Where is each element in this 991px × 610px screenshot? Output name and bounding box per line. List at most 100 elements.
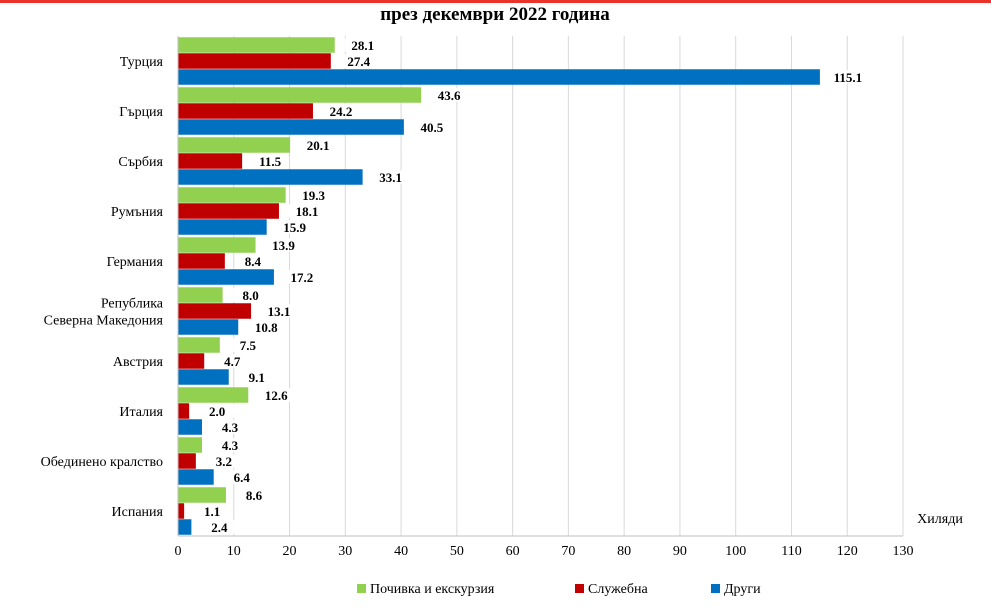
data-label: 27.4 — [347, 54, 370, 69]
data-label: 40.5 — [420, 120, 443, 135]
x-tick-label: 80 — [617, 544, 631, 559]
legend-swatch — [575, 584, 584, 593]
data-label-background — [261, 304, 298, 318]
bar — [178, 353, 205, 369]
category-label: Република — [101, 297, 164, 312]
data-label-background — [283, 270, 320, 284]
bar — [178, 453, 196, 469]
legend-swatch — [357, 584, 366, 593]
data-label-background — [413, 120, 450, 134]
data-label-background — [194, 504, 231, 518]
data-label-background — [300, 138, 337, 152]
data-label-background — [258, 388, 295, 402]
data-label: 10.8 — [255, 320, 278, 335]
bar — [178, 303, 252, 319]
data-label: 11.5 — [259, 154, 282, 169]
data-label: 19.3 — [302, 188, 325, 203]
data-label: 7.5 — [240, 338, 257, 353]
data-label-background — [199, 404, 236, 418]
bar — [178, 219, 267, 235]
x-tick-label: 50 — [450, 544, 464, 559]
bar — [178, 319, 239, 335]
data-label-background — [201, 520, 238, 534]
top-accent-bar — [0, 0, 991, 3]
data-label-background — [205, 454, 242, 468]
bar — [178, 287, 223, 303]
data-label: 24.2 — [330, 104, 353, 119]
data-label: 28.1 — [351, 38, 374, 53]
x-tick-label: 60 — [506, 544, 520, 559]
x-tick-label: 130 — [893, 544, 914, 559]
data-label: 115.1 — [834, 70, 863, 85]
data-label-background — [238, 370, 275, 384]
legend: Почивка и екскурзия Служебна Други — [357, 582, 761, 597]
bar — [178, 269, 274, 285]
category-label: Гърция — [119, 105, 163, 120]
bar — [178, 369, 229, 385]
x-tick-label: 120 — [837, 544, 858, 559]
data-label-background — [276, 220, 313, 234]
bar — [178, 253, 225, 269]
bar — [178, 337, 220, 353]
data-label: 4.3 — [222, 438, 239, 453]
bar — [178, 87, 422, 103]
bar — [178, 469, 214, 485]
bar — [178, 487, 226, 503]
bar — [178, 53, 331, 69]
data-label: 4.3 — [222, 420, 239, 435]
data-label: 43.6 — [438, 88, 461, 103]
data-label: 1.1 — [204, 504, 220, 519]
bar — [178, 203, 279, 219]
bar — [178, 169, 363, 185]
data-label: 12.6 — [265, 388, 288, 403]
unit-label: Хиляди — [917, 512, 963, 527]
legend-label: Служебна — [588, 582, 648, 597]
data-label-background — [265, 238, 302, 252]
x-tick-labels: 0 10 20 30 40 50 60 70 80 90 100 110 120 130 — [175, 544, 914, 559]
category-label: Обединено кралство — [41, 455, 163, 470]
bar — [178, 103, 313, 119]
data-label: 8.0 — [242, 288, 258, 303]
data-label-background — [340, 54, 377, 68]
legend-swatch — [711, 584, 720, 593]
data-label-background — [211, 420, 248, 434]
data-label-background — [248, 320, 285, 334]
data-label-background — [288, 204, 325, 218]
x-tick-label: 20 — [283, 544, 297, 559]
x-tick-label: 0 — [175, 544, 182, 559]
data-label-background — [232, 288, 269, 302]
data-label-background — [829, 70, 866, 84]
data-label: 15.9 — [283, 220, 306, 235]
chart-title: през декември 2022 година — [380, 4, 610, 25]
data-label: 20.1 — [307, 138, 330, 153]
data-label-background — [431, 88, 468, 102]
bar — [178, 503, 185, 519]
data-label: 13.9 — [272, 238, 295, 253]
data-label-background — [344, 38, 381, 52]
data-label: 13.1 — [268, 304, 291, 319]
bar — [178, 119, 404, 135]
data-label-background — [252, 154, 289, 168]
bar — [178, 403, 190, 419]
bar — [178, 137, 291, 153]
data-label-background — [214, 354, 251, 368]
data-label: 6.4 — [234, 470, 251, 485]
x-tick-label: 100 — [725, 544, 746, 559]
bar — [178, 37, 335, 53]
data-label: 18.1 — [296, 204, 319, 219]
category-label: Турция — [120, 55, 164, 70]
data-label-background — [234, 254, 271, 268]
x-tick-label: 110 — [781, 544, 801, 559]
bars — [178, 37, 820, 535]
category-label: Сърбия — [118, 155, 163, 170]
legend-label: Други — [724, 582, 761, 597]
x-tick-label: 90 — [673, 544, 687, 559]
x-tick-label: 40 — [394, 544, 408, 559]
category-label: Италия — [119, 405, 163, 420]
x-tick-label: 30 — [338, 544, 352, 559]
data-label-background — [223, 470, 260, 484]
bar — [178, 419, 202, 435]
data-label: 8.4 — [245, 254, 262, 269]
data-label: 33.1 — [379, 170, 402, 185]
category-label: Австрия — [113, 355, 164, 370]
